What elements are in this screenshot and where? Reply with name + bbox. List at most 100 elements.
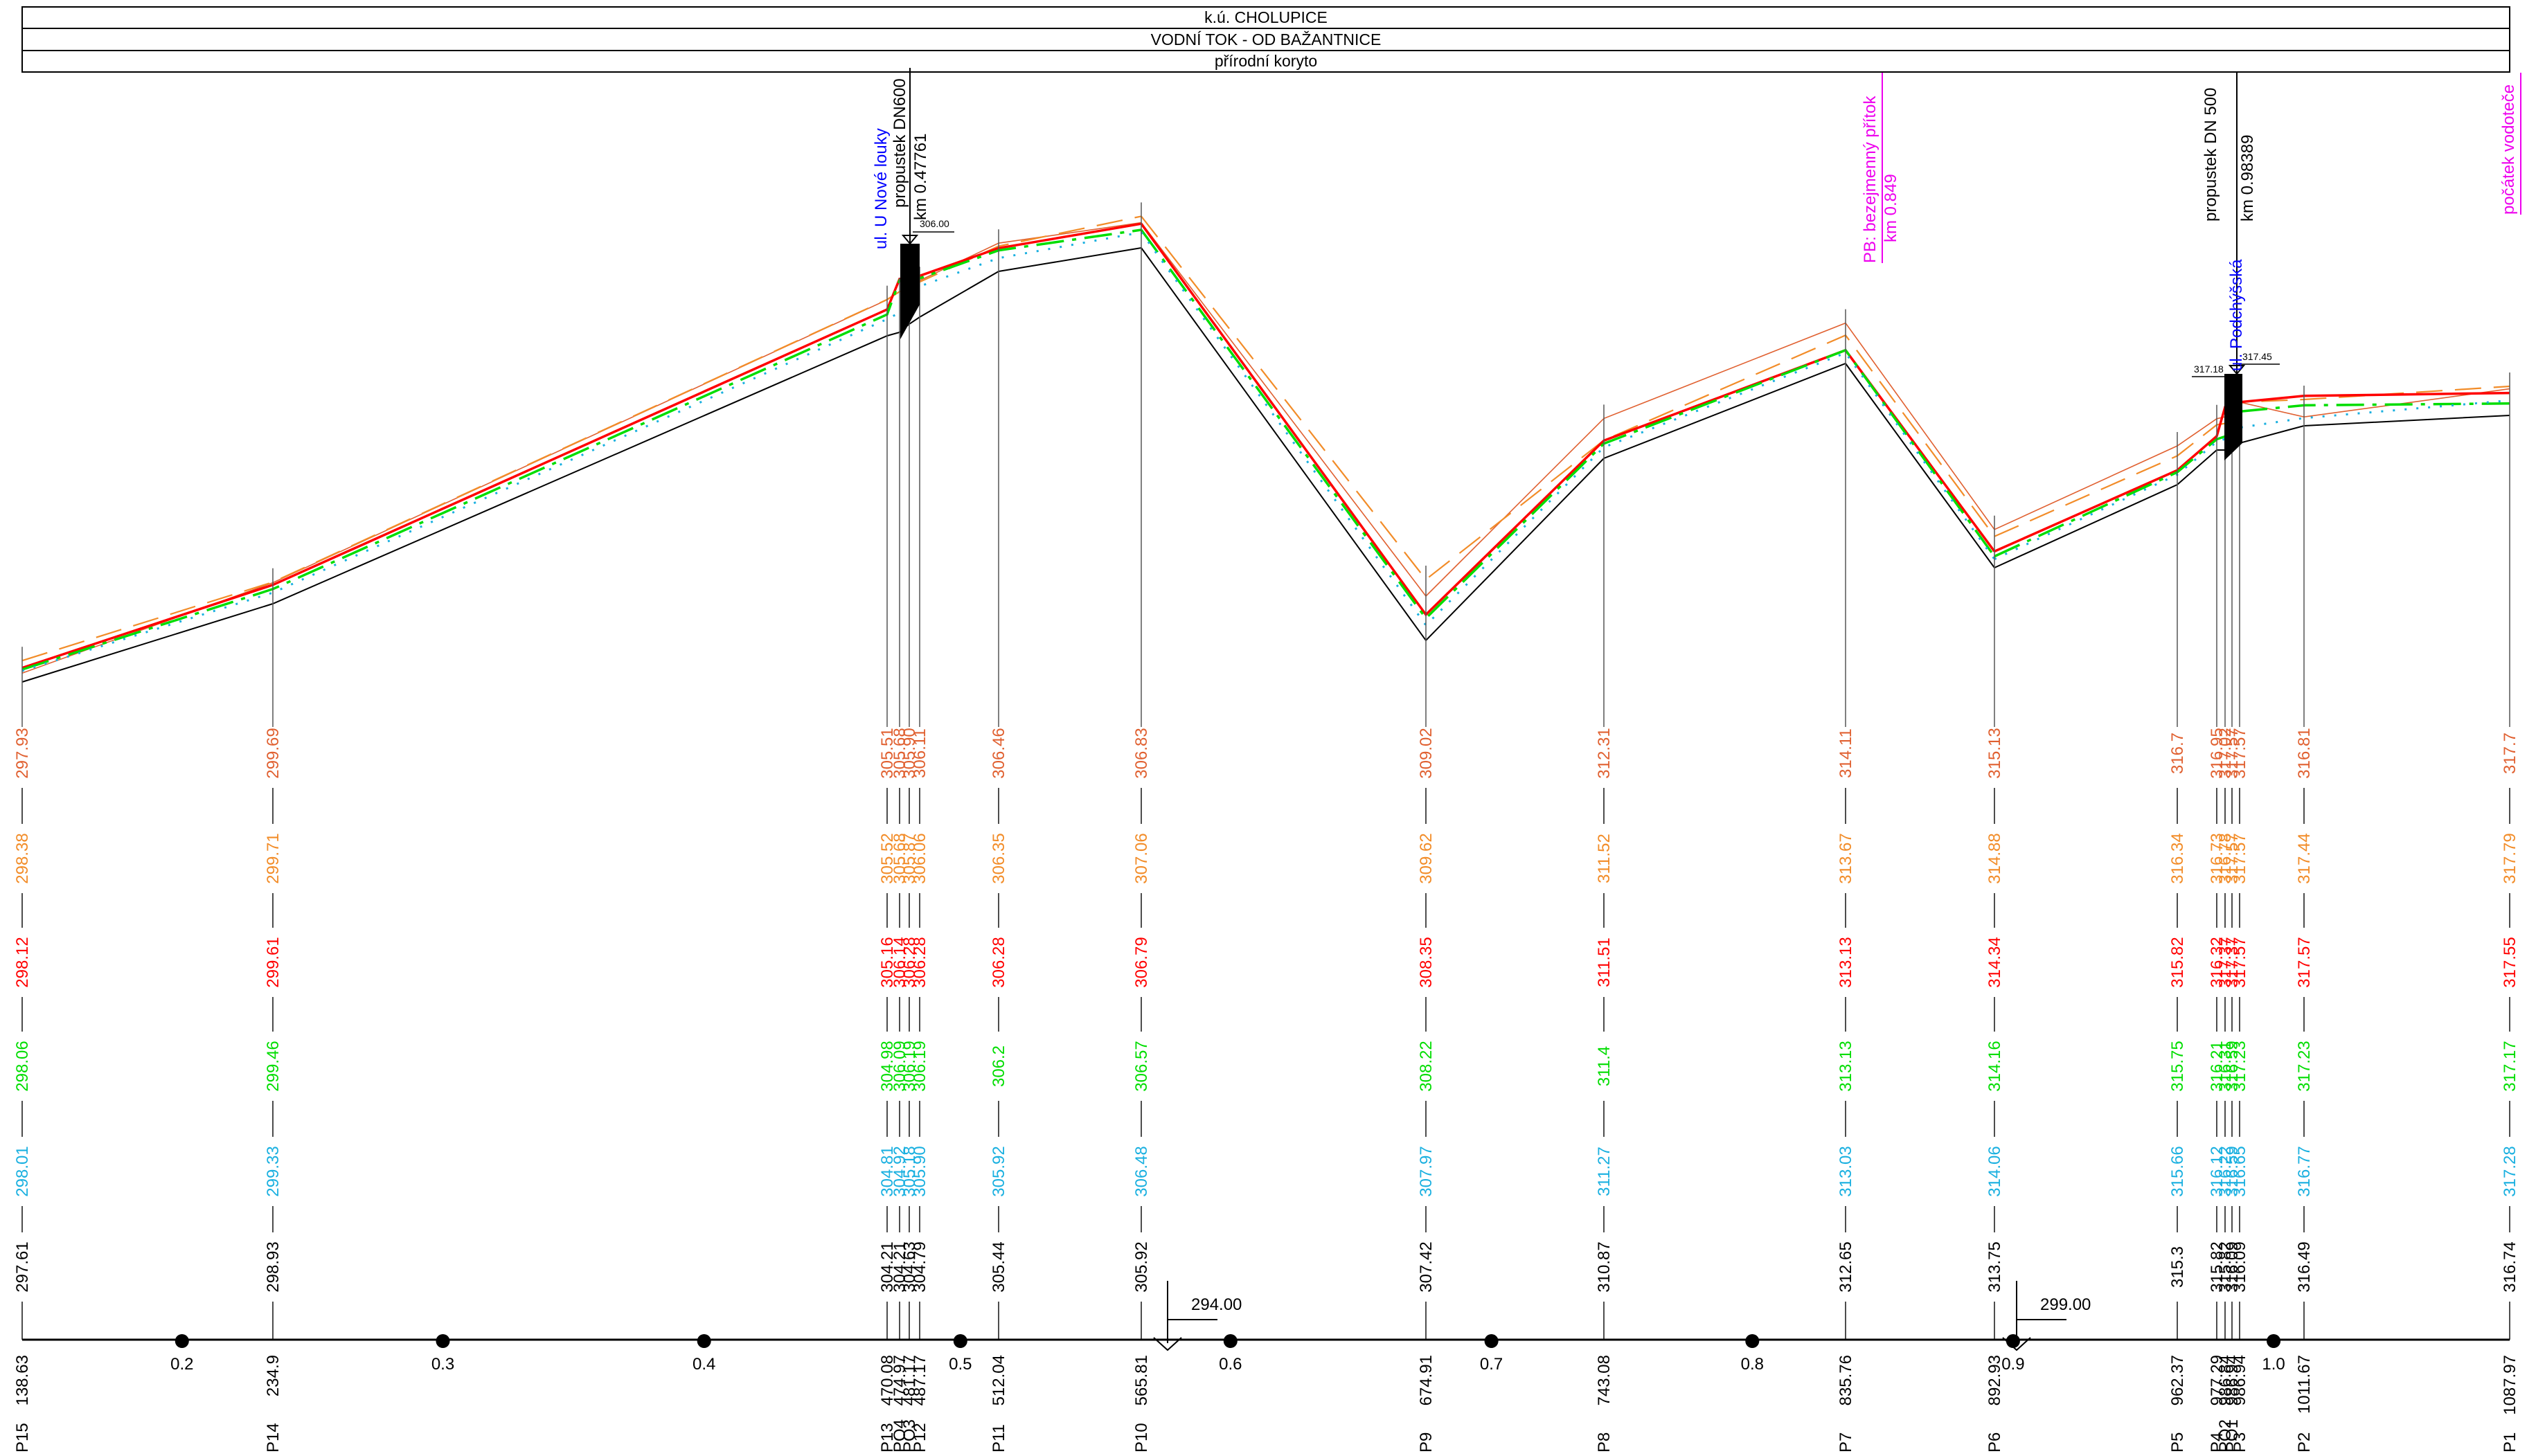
profile-line-row5-section2 — [1994, 415, 2510, 568]
km-tick-dot — [1484, 1334, 1499, 1348]
header-channel-type: přírodní koryto — [1215, 52, 1317, 70]
datum-marker-1: 294.00 — [1153, 1281, 1242, 1351]
km-tick-label: 0.3 — [431, 1355, 454, 1374]
table-value: 316.59 — [2223, 1041, 2242, 1091]
profile-line-row2-section1 — [1140, 223, 1996, 617]
profile-line-row5-section0 — [21, 247, 1142, 683]
profile-name: PO3 — [900, 1419, 919, 1453]
table-value: 313.03 — [1837, 1146, 1855, 1196]
table-value: 317.17 — [2501, 1041, 2519, 1091]
table-value: 316.7 — [2168, 733, 2187, 774]
table-value: 316.95 — [2208, 728, 2226, 778]
profile-name: P14 — [264, 1423, 283, 1453]
table-value: 306.09 — [891, 1041, 909, 1091]
station-label: 962.37 — [2168, 1355, 2187, 1405]
station-label: 234.9 — [264, 1355, 283, 1396]
culvert-1: 306.00 ul. U Nové louky propustek DN600 … — [872, 68, 954, 339]
table-value: 298.01 — [13, 1146, 32, 1196]
station-label: 481.17 — [900, 1355, 919, 1405]
table-value: 317.37 — [2216, 937, 2235, 987]
table-value: 315.82 — [2168, 937, 2187, 987]
profile-line-row3-section0 — [21, 228, 1142, 671]
table-value: 305.90 — [911, 1146, 929, 1196]
station-label: 674.91 — [1417, 1355, 1436, 1405]
table-value: 316.59 — [2223, 1146, 2242, 1196]
culvert1-label: propustek DN600 — [891, 78, 909, 208]
culvert1-km: km 0.47761 — [911, 134, 930, 220]
km-tick-label: 0.6 — [1219, 1355, 1242, 1374]
table-value: 313.13 — [1837, 1041, 1855, 1091]
km-tick-dot — [953, 1334, 967, 1348]
km-tick-dot — [2006, 1334, 2020, 1348]
table-value: 317.37 — [2223, 937, 2242, 987]
table-value: 304.98 — [878, 1041, 897, 1091]
table-value: 305.90 — [900, 728, 919, 778]
table-value: 299.71 — [264, 833, 283, 883]
profile-name: PO2 — [2216, 1419, 2235, 1453]
km-tick-label: 0.8 — [1741, 1355, 1764, 1374]
table-value: 305.92 — [1132, 1241, 1151, 1292]
km-tick-dot — [436, 1334, 450, 1348]
table-value: 307.97 — [1417, 1146, 1436, 1196]
station-label: 565.81 — [1132, 1355, 1151, 1405]
table-value: 307.42 — [1417, 1241, 1436, 1292]
profile-line-row4-section2 — [1994, 399, 2510, 560]
table-value: 304.63 — [900, 1241, 919, 1292]
table-value: 311.4 — [1595, 1046, 1614, 1086]
table-value: 317.57 — [2231, 833, 2249, 883]
profile-line-row4-section1 — [1140, 231, 1996, 627]
table-value: 316.77 — [2295, 1146, 2314, 1196]
spring-label: počátek vodoteče — [2499, 84, 2518, 215]
table-value: 317.02 — [2216, 728, 2235, 778]
station-label: 743.08 — [1595, 1355, 1614, 1405]
table-value: 317.79 — [2501, 833, 2519, 883]
km-ticks: 0.2 0.3 0.4 0.5 0.6 0.7 0.8 0.9 1.0 — [170, 1334, 2285, 1374]
profile-line-row0-section1 — [1141, 222, 1995, 597]
km-tick-label: 1.0 — [2262, 1355, 2285, 1374]
table-value: 298.06 — [13, 1041, 32, 1091]
table-value: 298.93 — [264, 1241, 283, 1292]
table-value: 311.52 — [1595, 834, 1614, 883]
table-value: 315.82 — [2216, 1241, 2235, 1292]
table-value: 316.32 — [2208, 937, 2226, 987]
table-value: 309.62 — [1417, 833, 1436, 883]
table-value: 314.06 — [1985, 1146, 2004, 1196]
datum-label-1: 294.00 — [1191, 1295, 1242, 1314]
datum-marker-2: 299.00 — [2002, 1281, 2091, 1351]
table-value: 317.23 — [2295, 1041, 2314, 1091]
table-value: 297.93 — [13, 728, 32, 778]
table-value: 317.57 — [2295, 937, 2314, 987]
table-value: 306.19 — [900, 1041, 919, 1091]
station-label: 977.29 — [2208, 1355, 2226, 1405]
km-tick-dot — [697, 1334, 711, 1348]
table-value: 299.33 — [264, 1146, 283, 1196]
profile-name: P2 — [2295, 1432, 2314, 1453]
header-table: k.ú. CHOLUPICE VODNÍ TOK - OD BAŽANTNICE… — [21, 6, 2510, 73]
table-value: 316.09 — [2231, 1241, 2249, 1292]
profile-name: P12 — [911, 1423, 929, 1453]
table-value: 314.11 — [1837, 728, 1855, 778]
table-value: 312.65 — [1837, 1241, 1855, 1292]
tributary-km: km 0.849 — [1882, 174, 1900, 242]
profile-line-row2-section2 — [1994, 391, 2510, 552]
table-value: 306.83 — [1132, 728, 1151, 778]
culvert2-level-a: 317.18 — [2194, 363, 2224, 375]
km-tick-dot — [1223, 1334, 1238, 1348]
table-value: 312.31 — [1595, 728, 1614, 778]
table-value: 316.49 — [2295, 1241, 2314, 1292]
table-value: 315.82 — [2208, 1241, 2226, 1292]
table-value: 308.22 — [1417, 1041, 1436, 1091]
table-value: 305.68 — [891, 833, 909, 883]
table-value: 317.44 — [2295, 833, 2314, 883]
spring-annotation: počátek vodoteče — [2499, 73, 2521, 215]
profile-line-row3-section2 — [1994, 402, 2510, 558]
table-value: 304.21 — [878, 1241, 897, 1292]
station-label: 892.93 — [1985, 1355, 2004, 1405]
profile-name: P11 — [990, 1424, 1008, 1453]
km-tick-label: 0.5 — [949, 1355, 972, 1374]
table-value: 299.69 — [264, 728, 283, 778]
table-value: 297.61 — [13, 1241, 32, 1292]
table-value: 317.7 — [2501, 733, 2519, 774]
station-label: 138.63 — [13, 1355, 32, 1405]
